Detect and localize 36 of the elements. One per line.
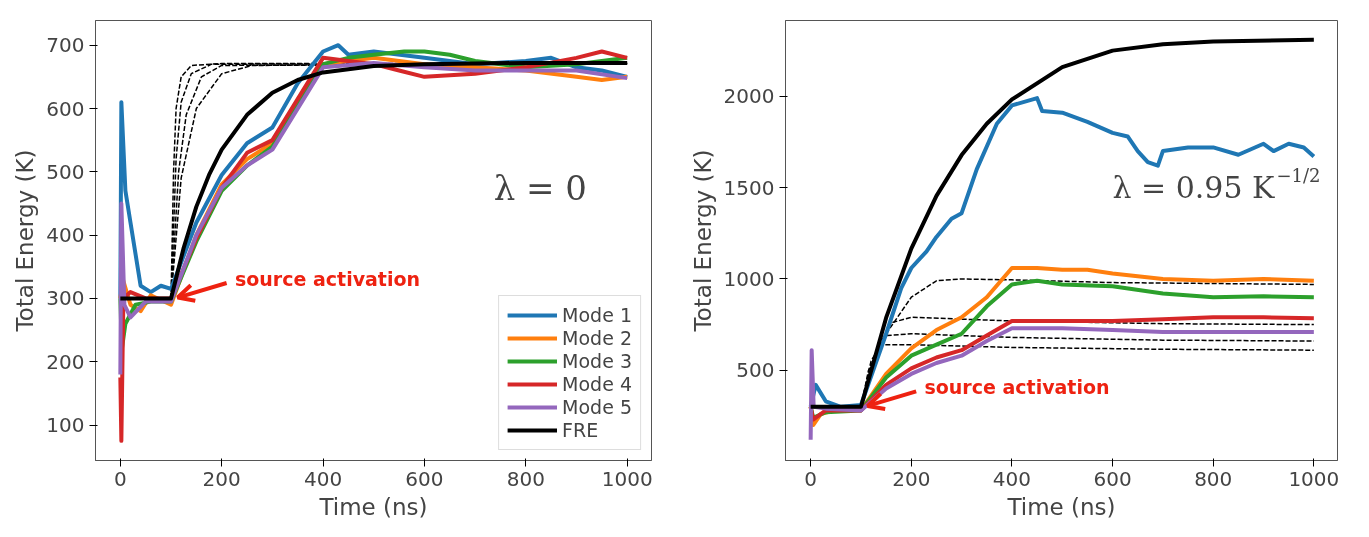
y-tick-label: 700 <box>46 33 85 58</box>
y-axis-title: Total Energy (K) <box>689 149 716 333</box>
x-tick-label: 400 <box>303 466 343 491</box>
y-tick-label: 1000 <box>723 266 775 291</box>
x-axis-title: Time (ns) <box>318 493 428 520</box>
y-tick-label: 600 <box>46 96 85 121</box>
y-axis-title: Total Energy (K) <box>12 149 39 333</box>
y-tick-label: 400 <box>46 223 85 248</box>
x-tick-label: 200 <box>892 466 931 491</box>
legend-label: Mode 5 <box>562 396 632 418</box>
x-tick-label: 0 <box>804 466 818 491</box>
x-tick-label: 800 <box>506 466 545 491</box>
legend-label: Mode 2 <box>562 327 632 349</box>
y-tick-label: 100 <box>46 413 85 438</box>
x-tick-label: 600 <box>1093 466 1132 491</box>
x-tick-label: 600 <box>405 466 444 491</box>
annotation: λ = 0 <box>493 167 587 208</box>
x-tick-label: 1000 <box>601 466 653 491</box>
y-tick-label: 2000 <box>723 84 775 109</box>
x-tick-label: 400 <box>992 466 1032 491</box>
x-axis-title: Time (ns) <box>1006 493 1116 520</box>
y-tick-label: 200 <box>46 349 85 374</box>
x-tick-label: 1000 <box>1288 466 1340 491</box>
x-tick-label: 0 <box>113 466 127 491</box>
legend-label: Mode 1 <box>562 304 632 326</box>
y-tick-label: 500 <box>46 159 85 184</box>
x-tick-label: 200 <box>202 466 241 491</box>
annotation: source activation <box>234 267 421 290</box>
legend-label: Mode 4 <box>562 373 632 395</box>
x-tick-label: 800 <box>1194 466 1233 491</box>
legend-label: Mode 3 <box>562 350 632 372</box>
y-tick-label: 1500 <box>723 175 775 200</box>
legend-label: FRE <box>562 419 599 441</box>
y-tick-label: 500 <box>736 358 775 383</box>
y-tick-label: 300 <box>46 286 85 311</box>
annotation: source activation <box>924 376 1110 398</box>
